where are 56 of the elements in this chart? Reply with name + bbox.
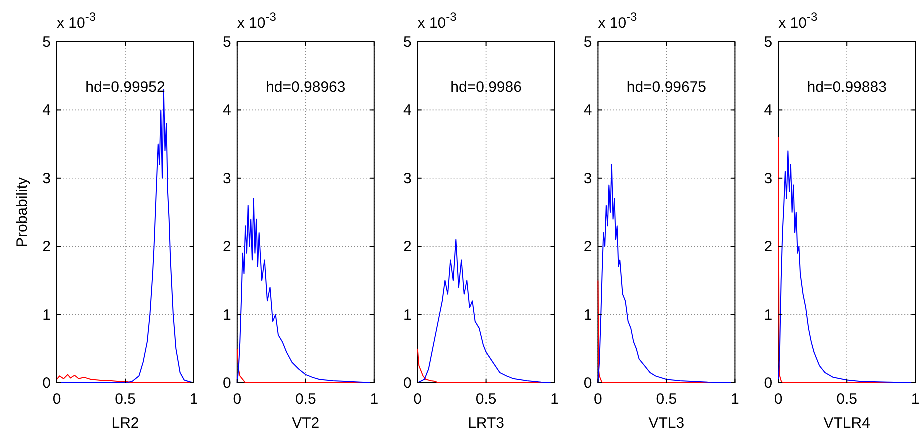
x-tick-label: 0.5 bbox=[836, 391, 858, 408]
text: x 10$^{-3}$ bbox=[237, 10, 277, 32]
x-tick-label: 1 bbox=[731, 391, 740, 408]
y-tick-label: 1 bbox=[584, 306, 592, 324]
y-axis-title: Probability bbox=[14, 176, 31, 248]
x-tick-label: 0.5 bbox=[476, 391, 497, 408]
y-tick-label: 2 bbox=[223, 238, 232, 256]
y-tick-label: 0 bbox=[764, 375, 773, 392]
y-tick-label: 2 bbox=[584, 238, 592, 256]
x-axis-title: LR2 bbox=[112, 415, 140, 432]
x-axis-title: VT2 bbox=[292, 415, 320, 432]
x-tick-label: 0.5 bbox=[115, 391, 136, 408]
x-tick-label: 0.5 bbox=[656, 391, 678, 408]
y-tick-label: 3 bbox=[223, 170, 232, 188]
y-tick-label: 4 bbox=[223, 102, 232, 120]
x-axis-title: VTL3 bbox=[648, 415, 685, 432]
y-tick-label: 3 bbox=[584, 170, 592, 188]
y-tick-label: 3 bbox=[764, 170, 773, 188]
y-tick-label: 4 bbox=[42, 102, 51, 120]
y-tick-label: 4 bbox=[764, 102, 773, 120]
annotation: hd=0.9986 bbox=[450, 79, 522, 96]
y-tick-label: 0 bbox=[403, 375, 412, 392]
y-tick-label: 0 bbox=[584, 375, 592, 392]
text: x 10$^{-3}$ bbox=[57, 10, 96, 32]
x-axis-title: VTLR4 bbox=[824, 415, 870, 432]
y-tick-label: 5 bbox=[403, 34, 412, 51]
text: x 10$^{-3}$ bbox=[778, 10, 818, 32]
x-tick-label: 1 bbox=[190, 391, 198, 408]
y-tick-label: 0 bbox=[223, 375, 232, 392]
x-tick-label: 1 bbox=[550, 391, 559, 408]
y-tick-label: 4 bbox=[403, 102, 412, 120]
y-tick-label: 3 bbox=[403, 170, 412, 188]
y-tick-label: 5 bbox=[584, 34, 592, 51]
text: x 10$^{-3}$ bbox=[418, 10, 458, 32]
x-tick-label: 1 bbox=[370, 391, 379, 408]
y-tick-label: 3 bbox=[42, 170, 51, 188]
x-tick-label: 0.5 bbox=[295, 391, 316, 408]
annotation: hd=0.99952 bbox=[86, 79, 166, 96]
y-tick-label: 1 bbox=[42, 306, 51, 324]
x-tick-label: 1 bbox=[911, 391, 920, 408]
y-tick-label: 2 bbox=[403, 238, 412, 256]
y-tick-label: 0 bbox=[42, 375, 51, 392]
y-tick-label: 2 bbox=[764, 238, 773, 256]
y-tick-label: 2 bbox=[42, 238, 51, 256]
y-tick-label: 5 bbox=[764, 34, 773, 51]
y-tick-label: 1 bbox=[764, 306, 773, 324]
x-axis-title: LRT3 bbox=[468, 415, 505, 432]
y-tick-label: 1 bbox=[223, 306, 232, 324]
y-tick-label: 1 bbox=[403, 306, 412, 324]
annotation: hd=0.99675 bbox=[626, 79, 707, 96]
y-tick-label: 5 bbox=[223, 34, 232, 51]
y-tick-label: 5 bbox=[42, 34, 51, 51]
annotation: hd=0.99883 bbox=[807, 79, 887, 96]
text: x 10$^{-3}$ bbox=[598, 10, 638, 32]
y-tick-label: 4 bbox=[584, 102, 592, 120]
annotation: hd=0.98963 bbox=[266, 79, 346, 96]
